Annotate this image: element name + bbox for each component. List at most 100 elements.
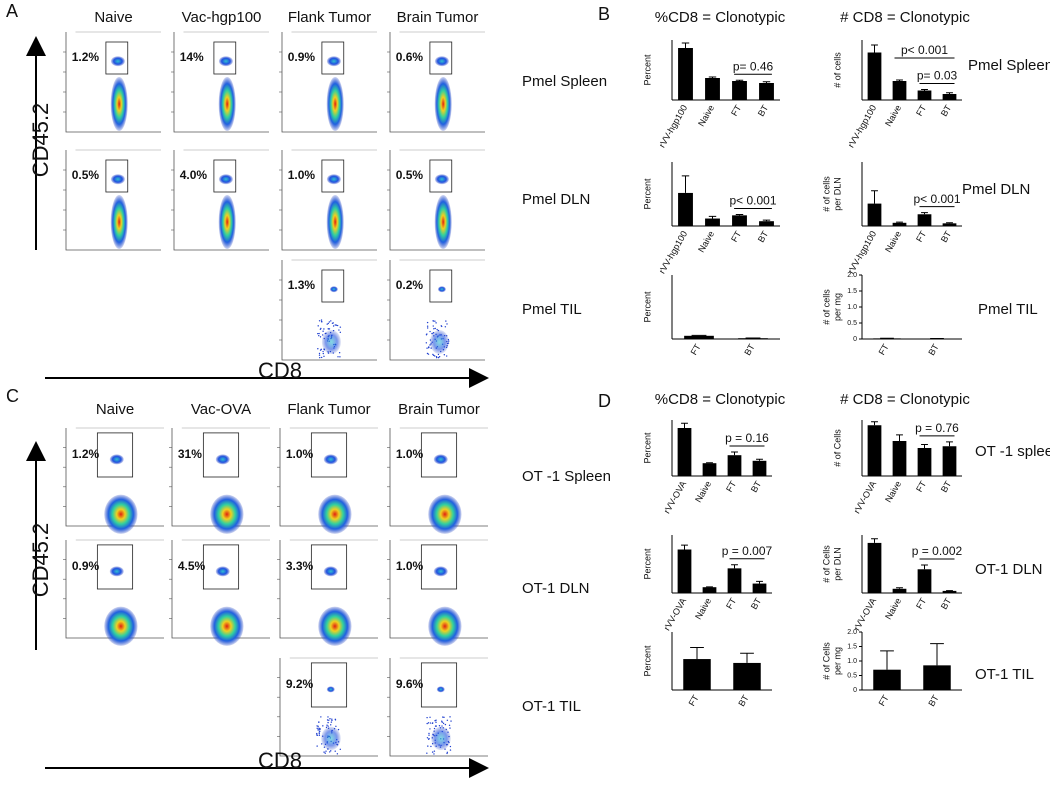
y-axis-label: CD45.2: [28, 103, 53, 178]
gated-population: [218, 174, 233, 185]
bar: [683, 659, 711, 690]
row-label: Pmel TIL: [522, 301, 582, 318]
event-dot: [319, 356, 321, 359]
event-dot: [328, 719, 330, 721]
gate-percent: 4.0%: [180, 168, 208, 182]
event-dot: [331, 322, 334, 324]
y-axis-label: Percent: [642, 645, 652, 677]
bar: [892, 588, 907, 593]
y-tick-label: 0.5: [847, 672, 857, 679]
category-label: Naive: [696, 229, 716, 254]
density: [210, 494, 244, 534]
plot-axes: [389, 658, 488, 757]
event-dot: [325, 750, 327, 752]
row-label: Pmel DLN: [962, 181, 1030, 198]
gated-population: [323, 566, 338, 577]
event-dot: [328, 321, 331, 323]
error-bar: [690, 646, 704, 660]
category-label: BT: [756, 229, 771, 244]
error-bar: [871, 421, 878, 426]
row-label: OT -1 spleen: [975, 443, 1050, 460]
gate-percent: 9.6%: [396, 677, 424, 691]
category-label: FT: [689, 342, 703, 357]
gated-population: [109, 454, 124, 465]
event-dot: [320, 716, 322, 718]
column-header: # CD8 = Clonotypic: [840, 9, 970, 26]
gate-percent: 1.0%: [396, 447, 424, 461]
event-dot: [426, 325, 429, 327]
gated-population: [215, 566, 230, 577]
panel-letter: A: [6, 1, 18, 21]
event-dot: [337, 356, 339, 358]
event-dot: [442, 722, 445, 725]
bar: [733, 662, 761, 690]
plot-axes: [389, 150, 485, 251]
event-dot: [328, 751, 331, 753]
event-dot: [429, 728, 431, 730]
category-label: FT: [729, 229, 743, 244]
gate: [213, 159, 237, 193]
event-dot: [445, 320, 447, 322]
event-dot: [335, 324, 338, 326]
event-dot: [318, 734, 321, 736]
category-label: Naive: [883, 479, 903, 504]
bar: [942, 446, 957, 476]
x-axis-label: CD8: [258, 358, 302, 383]
event-dot: [425, 334, 428, 336]
event-dot: [434, 327, 436, 330]
category-label: rVV-OVA: [662, 596, 689, 632]
event-dot: [339, 326, 342, 328]
event-dot: [320, 743, 323, 745]
panel-letter: B: [598, 4, 610, 24]
gate-percent: 0.5%: [396, 168, 424, 182]
event-dot: [426, 327, 429, 329]
error-bar: [871, 44, 878, 53]
category-label: rVV-hgp100: [846, 229, 878, 275]
event-dot: [427, 745, 429, 747]
category-label: FT: [729, 103, 743, 118]
event-dot: [437, 353, 440, 356]
bar: [892, 81, 907, 100]
column-header: Flank Tumor: [288, 9, 371, 26]
category-label: FT: [724, 479, 738, 494]
event-dot: [435, 322, 437, 324]
density: [218, 77, 236, 131]
density: [428, 606, 462, 646]
density: [210, 606, 244, 646]
p-value: p = 0.16: [725, 431, 769, 445]
event-dot: [334, 719, 337, 721]
p-value: p< 0.001: [913, 192, 960, 206]
event-dot: [446, 719, 449, 721]
event-dot: [317, 725, 319, 728]
event-dot: [434, 320, 436, 322]
event-dot: [445, 355, 448, 357]
y-axis-label: # of cells: [832, 52, 842, 88]
category-label: FT: [914, 596, 928, 611]
category-label: BT: [939, 596, 954, 611]
event-dot: [429, 716, 431, 718]
event-dot: [426, 737, 429, 739]
y-axis-label: Percent: [642, 291, 652, 323]
gate-percent: 0.9%: [288, 50, 316, 64]
density: [429, 330, 449, 354]
category-label: BT: [756, 103, 771, 118]
event-dot: [438, 355, 441, 358]
gate: [202, 544, 240, 590]
bar: [732, 81, 747, 100]
y-axis-label: # of cells: [821, 289, 831, 325]
event-dot: [446, 751, 449, 754]
density: [321, 726, 341, 751]
gate: [321, 269, 345, 303]
error-bar: [756, 580, 763, 584]
event-dot: [328, 328, 330, 330]
gated-population: [109, 566, 124, 577]
gated-population: [326, 56, 341, 67]
error-bar: [896, 79, 903, 81]
error-bar: [740, 652, 754, 663]
y-axis-label: per DLN: [832, 547, 842, 581]
event-dot: [435, 721, 437, 724]
event-dot: [326, 719, 329, 721]
gate-percent: 1.3%: [288, 278, 316, 292]
error-bar: [921, 212, 928, 215]
bar: [702, 587, 717, 593]
